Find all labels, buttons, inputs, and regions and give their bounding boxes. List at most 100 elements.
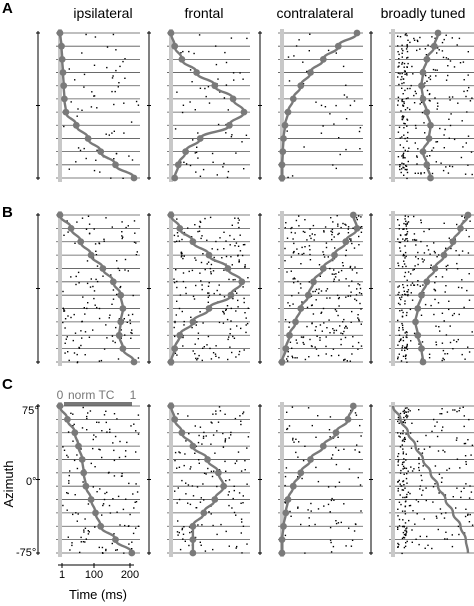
panel-c-ipsilateral-spike-85 bbox=[106, 491, 108, 494]
panel-c-contralateral-spike-39 bbox=[348, 527, 350, 529]
panel-b-broadly_tuned-spike-244 bbox=[410, 273, 412, 275]
panel-b-frontal-spike-60 bbox=[244, 312, 246, 314]
panel-b-ipsilateral-spike-21 bbox=[103, 348, 106, 350]
panel-c-contralateral-spike-54 bbox=[329, 526, 332, 529]
panel-a-broadly_tuned-spike-145 bbox=[416, 39, 419, 42]
panel-a-frontal-spike-12 bbox=[183, 161, 185, 163]
panel-b-frontal-spike-202 bbox=[238, 259, 240, 261]
panel-c-ipsilateral-curve-point-10 bbox=[112, 536, 119, 543]
panel-c-broadly_tuned-spike-236 bbox=[440, 481, 443, 483]
panel-a-broadly_tuned-spike-8 bbox=[406, 46, 408, 48]
panel-a-broadly_tuned-spike-105 bbox=[406, 137, 409, 139]
panel-b-contralateral-spike-191 bbox=[287, 302, 289, 304]
panel-b-broadly_tuned-spike-30 bbox=[402, 228, 404, 230]
panel-a-broadly_tuned-spike-233 bbox=[398, 62, 400, 64]
panel-b-frontal-spike-156 bbox=[195, 284, 197, 287]
panel-b-ipsilateral-spike-106 bbox=[131, 329, 133, 331]
panel-c-ipsilateral-spike-17 bbox=[87, 530, 89, 532]
panel-b-contralateral-spike-17 bbox=[356, 218, 358, 221]
panel-a-frontal-spike-16 bbox=[182, 50, 184, 53]
panel-c-broadly_tuned-spike-136 bbox=[404, 419, 406, 422]
panel-c-frontal-spike-103 bbox=[216, 430, 218, 432]
panel-a-broadly_tuned-spike-228 bbox=[447, 58, 449, 60]
panel-a-ipsilateral-spike-20 bbox=[95, 159, 97, 161]
panel-b-broadly_tuned-spike-81 bbox=[414, 239, 416, 241]
panel-c-broadly_tuned-spike-151 bbox=[404, 407, 407, 409]
panel-c-contralateral-spike-83 bbox=[284, 484, 286, 487]
panel-c-contralateral-spike-53 bbox=[311, 424, 313, 427]
panel-c-broadly_tuned-spike-177 bbox=[413, 468, 415, 470]
panel-c-broadly_tuned-spike-68 bbox=[465, 508, 467, 510]
panel-b-frontal-spike-89 bbox=[207, 285, 210, 287]
panel-c-frontal-spike-44 bbox=[238, 492, 241, 494]
panel-b-frontal-curve-point-10 bbox=[171, 345, 179, 352]
panel-c-broadly_tuned-spike-244 bbox=[407, 408, 410, 411]
panel-b-ipsilateral-spike-41 bbox=[95, 278, 97, 281]
panel-b-contralateral-spike-120 bbox=[325, 290, 327, 292]
panel-a-frontal-spike-33 bbox=[207, 86, 210, 88]
panel-c-contralateral-spike-27 bbox=[360, 435, 362, 437]
panel-a-broadly_tuned-spike-175 bbox=[404, 123, 406, 125]
panel-b-contralateral-spike-119 bbox=[284, 247, 286, 250]
panel-c-contralateral-spike-50 bbox=[293, 441, 295, 443]
panel-c-frontal-spike-24 bbox=[234, 417, 237, 420]
panel-a-frontal-spike-8 bbox=[245, 134, 248, 136]
panel-b-ipsilateral-spike-83 bbox=[129, 322, 132, 325]
panel-a-frontal-spike-15 bbox=[180, 52, 182, 54]
panel-c-broadly_tuned-spike-45 bbox=[471, 524, 474, 526]
panel-a-broadly_tuned-spike-123 bbox=[406, 34, 408, 37]
panel-b-broadly_tuned-spike-93 bbox=[404, 355, 407, 358]
panel-c-ipsilateral-curve-point-6 bbox=[82, 482, 90, 490]
panel-b-ipsilateral-spike-18 bbox=[131, 313, 134, 316]
panel-c-ipsilateral-spike-118 bbox=[128, 543, 130, 545]
panel-b-contralateral-spike-245 bbox=[338, 271, 340, 273]
panel-b-ipsilateral-spike-63 bbox=[118, 318, 121, 320]
panel-c-contralateral-spike-9 bbox=[292, 437, 294, 440]
panel-b-broadly_tuned-spike-29 bbox=[398, 353, 400, 355]
panel-c-frontal-spike-29 bbox=[242, 525, 245, 527]
panel-b-frontal-tuning-curve bbox=[169, 214, 244, 363]
panel-a-broadly_tuned-spike-251 bbox=[399, 36, 402, 38]
panel-c-frontal-curve-point-9 bbox=[189, 522, 197, 530]
panel-c-frontal-spike-48 bbox=[240, 502, 242, 504]
panel-b-broadly_tuned-spike-204 bbox=[456, 223, 458, 226]
panel-c-ipsilateral-spike-129 bbox=[112, 442, 114, 444]
panel-c-broadly_tuned-spike-111 bbox=[451, 534, 453, 536]
panel-c-frontal-spike-91 bbox=[198, 459, 200, 461]
panel-c-broadly_tuned-spike-72 bbox=[397, 526, 399, 529]
panel-a-broadly_tuned-spike-213 bbox=[432, 68, 435, 71]
panel-b-contralateral-spike-230 bbox=[358, 318, 360, 321]
panel-b-contralateral-spike-34 bbox=[314, 346, 316, 348]
panel-a-ipsilateral-spike-54 bbox=[85, 157, 87, 160]
panel-b-frontal-spike-179 bbox=[229, 333, 231, 335]
panel-c-contralateral-spike-49 bbox=[337, 449, 340, 451]
panel-a-contralateral-spike-19 bbox=[315, 101, 317, 103]
panel-a-contralateral-curve-point-2 bbox=[319, 56, 327, 63]
panel-c-ipsilateral-spike-132 bbox=[132, 493, 134, 495]
panel-c-frontal-spike-14 bbox=[202, 437, 205, 439]
panel-b-frontal-spike-184 bbox=[225, 308, 227, 310]
panel-c-frontal-spike-59 bbox=[176, 502, 178, 504]
panel-b-broadly_tuned-spike-223 bbox=[404, 300, 406, 302]
panel-c-broadly_tuned-spike-133 bbox=[404, 496, 406, 499]
panel-b-contralateral-spike-195 bbox=[357, 314, 359, 316]
panel-c-broadly_tuned-spike-38 bbox=[405, 415, 407, 417]
panel-a-broadly_tuned-spike-28 bbox=[414, 172, 416, 174]
panel-a-frontal-spike-55 bbox=[194, 152, 196, 154]
panel-b-broadly_tuned-spike-239 bbox=[403, 222, 405, 225]
panel-a-broadly_tuned-spike-35 bbox=[397, 76, 399, 78]
panel-c-broadly_tuned-spike-231 bbox=[403, 416, 405, 419]
panel-b-broadly_tuned-spike-252 bbox=[435, 276, 437, 278]
panel-c-broadly_tuned-spike-59 bbox=[407, 491, 410, 493]
panel-b-frontal-spike-106 bbox=[222, 322, 225, 324]
panel-b-broadly_tuned-spike-15 bbox=[410, 284, 412, 286]
panel-b-broadly_tuned-spike-167 bbox=[406, 331, 408, 334]
panel-a-broadly_tuned-spike-2 bbox=[432, 147, 435, 149]
panel-a-broadly_tuned-spike-180 bbox=[413, 39, 416, 41]
panel-b-contralateral-spike-159 bbox=[355, 217, 358, 219]
panel-b-frontal-spike-133 bbox=[209, 267, 212, 270]
panel-a-broadly_tuned-spike-131 bbox=[436, 141, 439, 143]
panel-a-broadly_tuned-spike-186 bbox=[404, 109, 407, 111]
panel-a-broadly_tuned-spike-188 bbox=[441, 41, 444, 44]
panel-b-ipsilateral-spike-100 bbox=[98, 317, 101, 320]
